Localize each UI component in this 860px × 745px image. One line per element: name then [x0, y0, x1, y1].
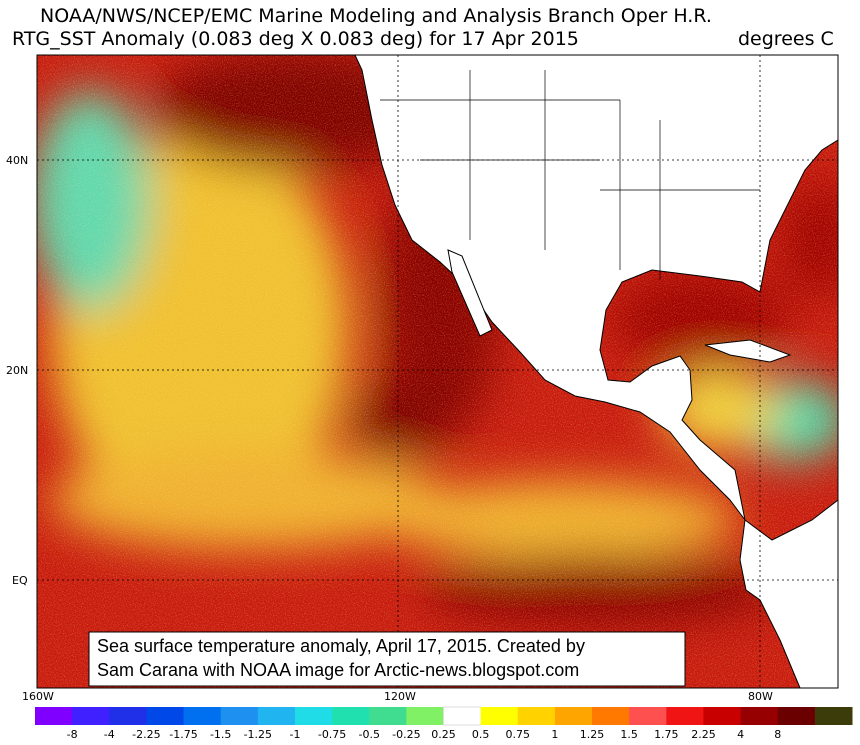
colorbar-swatch [703, 707, 742, 725]
colorbar-swatch [183, 707, 222, 725]
colorbar-swatch [443, 706, 482, 726]
colorbar-swatch [517, 707, 556, 725]
colorbar-swatch [35, 707, 73, 725]
lat-label: EQ [12, 574, 28, 587]
lon-label: 80W [748, 690, 773, 703]
title-line-2: RTG_SST Anomaly (0.083 deg X 0.083 deg) … [12, 28, 579, 50]
colorbar-swatch [592, 707, 630, 725]
colorbar-label: 1 [551, 728, 558, 741]
colorbar-swatch [109, 707, 147, 725]
colorbar-swatch [629, 707, 667, 725]
colorbar-label: -1 [289, 728, 300, 741]
colorbar-label: 1.25 [580, 728, 605, 741]
annotation-line-1: Sea surface temperature anomaly, April 1… [97, 636, 585, 656]
lon-label: 120W [384, 690, 416, 703]
lat-label: 20N [6, 364, 28, 377]
sst-map: Sea surface temperature anomaly, April 1… [37, 55, 838, 688]
colorbar-label: -8 [67, 728, 78, 741]
colorbar-swatch [220, 707, 259, 725]
colorbar-label: 2.25 [691, 728, 716, 741]
colorbar: -8 -4 -2.25 -1.75 -1.5 -1.25 -1 -0.75 -0.5 -0.25 0… [35, 706, 853, 741]
colorbar-label: 1.75 [654, 728, 679, 741]
colorbar-label: -4 [104, 728, 115, 741]
colorbar-swatch [480, 707, 519, 725]
colorbar-label: -0.5 [358, 728, 379, 741]
colorbar-swatch [666, 707, 704, 725]
colorbar-swatch [332, 707, 370, 725]
colorbar-label: 0.25 [431, 728, 456, 741]
colorbar-swatch [406, 707, 444, 725]
colorbar-label: 4 [737, 728, 744, 741]
colorbar-swatch [369, 707, 407, 725]
annotation-line-2: Sam Carana with NOAA image for Arctic-ne… [97, 660, 579, 680]
colorbar-swatch [740, 707, 779, 725]
colorbar-swatch [554, 707, 593, 725]
colorbar-label: -0.75 [318, 728, 346, 741]
colorbar-label: -0.25 [392, 728, 420, 741]
units-label: degrees C [738, 28, 834, 50]
colorbar-swatch [146, 707, 185, 725]
colorbar-label: 1.5 [620, 728, 638, 741]
colorbar-swatch [72, 707, 110, 725]
colorbar-label: -1.25 [244, 728, 272, 741]
colorbar-label: 0.75 [506, 728, 531, 741]
colorbar-label: -2.25 [132, 728, 160, 741]
colorbar-swatch [257, 707, 296, 725]
colorbar-swatch [294, 707, 333, 725]
colorbar-label: -1.5 [210, 728, 231, 741]
colorbar-label: 8 [774, 728, 781, 741]
colorbar-swatch [777, 707, 816, 725]
lon-label: 160W [22, 690, 54, 703]
lat-label: 40N [6, 154, 28, 167]
colorbar-label: 0.5 [472, 728, 490, 741]
colorbar-swatch [814, 707, 853, 725]
colorbar-label: -1.75 [169, 728, 197, 741]
title-line-1: NOAA/NWS/NCEP/EMC Marine Modeling and An… [40, 5, 712, 27]
